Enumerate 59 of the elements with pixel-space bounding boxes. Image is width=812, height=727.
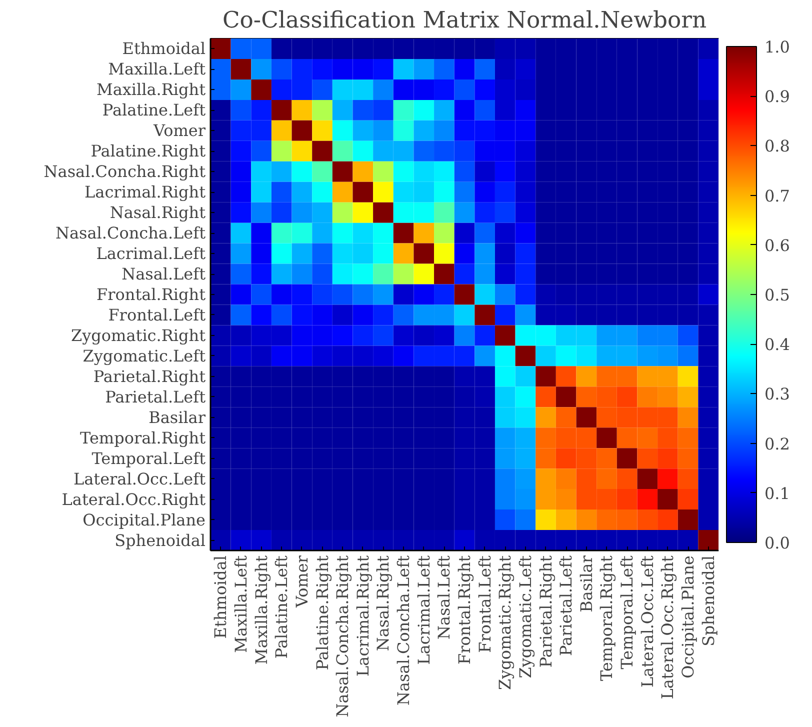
x-tick-label: Palatine.Left — [272, 554, 292, 659]
y-tick-label: Temporal.Left — [92, 448, 206, 468]
x-tick-label: Frontal.Left — [475, 554, 494, 653]
y-tick-label: Lateral.Occ.Left — [73, 469, 206, 488]
y-tick-label: Nasal.Right — [110, 203, 206, 222]
y-tick-label: Parietal.Left — [105, 387, 206, 406]
y-tick-label: Lacrimal.Right — [84, 182, 206, 202]
x-tick-label: Temporal.Right — [597, 554, 616, 681]
x-tick-label: Zygomatic.Right — [496, 554, 515, 690]
color-bar-label: 0.1 — [764, 484, 790, 503]
y-tick-label: Temporal.Right — [80, 428, 206, 448]
y-tick-label: Zygomatic.Right — [71, 326, 206, 345]
x-tick-label: Nasal.Concha.Right — [333, 554, 352, 718]
y-tick-label: Nasal.Left — [122, 264, 206, 284]
color-bar-label: 0.0 — [764, 534, 790, 552]
y-tick-label: Palatine.Left — [102, 100, 206, 120]
x-tick-label: Parietal.Left — [556, 554, 576, 656]
y-tick-label: Maxilla.Right — [96, 80, 206, 100]
y-tick-label: Parietal.Right — [93, 366, 206, 386]
y-tick-label: Vomer — [152, 121, 206, 140]
x-tick-label: Lacrimal.Right — [353, 554, 372, 676]
y-tick-label: Lacrimal.Left — [96, 244, 206, 264]
y-tick-label: Maxilla.Left — [108, 60, 206, 79]
color-bar-label: 0.3 — [764, 384, 790, 404]
x-tick-label: Temporal.Left — [618, 554, 637, 670]
y-tick-label: Frontal.Left — [108, 305, 206, 324]
y-tick-label: Occipital.Plane — [82, 510, 206, 530]
y-tick-label: Palatine.Right — [90, 142, 206, 161]
x-tick-label: Palatine.Right — [312, 554, 332, 670]
color-bar-label: 0.4 — [764, 335, 790, 354]
y-tick-label: Lateral.Occ.Right — [62, 490, 206, 509]
x-tick-label: Frontal.Right — [455, 554, 474, 664]
color-bar-label: 0.5 — [764, 286, 790, 304]
y-tick-label: Zygomatic.Left — [82, 346, 206, 366]
color-bar-label: 0.7 — [764, 186, 790, 206]
x-tick-label: Nasal.Right — [374, 554, 393, 652]
x-tick-label: Occipital.Plane — [678, 555, 698, 678]
x-tick-label: Zygomatic.Left — [516, 554, 535, 678]
y-tick-label: Ethmoidal — [122, 39, 206, 58]
x-tick-label: Lacrimal.Left — [414, 554, 434, 665]
x-tick-label: Vomer — [292, 555, 312, 609]
y-tick-label: Frontal.Right — [96, 285, 206, 304]
color-bar-label: 0.8 — [764, 136, 790, 156]
chart-title: Co-Classification Matrix Normal.Newborn — [222, 8, 707, 34]
x-tick-label: Lateral.Occ.Left — [638, 554, 657, 688]
y-tick-label: Sphenoidal — [114, 530, 206, 550]
x-tick-label: Nasal.Left — [434, 554, 454, 640]
y-tick-label: Nasal.Concha.Left — [55, 224, 206, 243]
color-bar-label: 0.6 — [764, 236, 790, 255]
x-tick-label: Parietal.Right — [536, 554, 556, 668]
y-tick-label: Nasal.Concha.Right — [44, 162, 206, 182]
color-bar-label: 0.9 — [764, 87, 790, 106]
x-tick-label: Sphenoidal — [698, 555, 718, 646]
color-bar-label: 0.2 — [764, 434, 790, 454]
x-tick-label: Lateral.Occ.Right — [658, 554, 678, 700]
x-tick-label: Nasal.Concha.Left — [394, 554, 414, 706]
color-bar-label: 1.0 — [764, 38, 790, 56]
y-tick-label: Basilar — [148, 408, 206, 427]
x-tick-label: Basilar — [576, 555, 596, 612]
